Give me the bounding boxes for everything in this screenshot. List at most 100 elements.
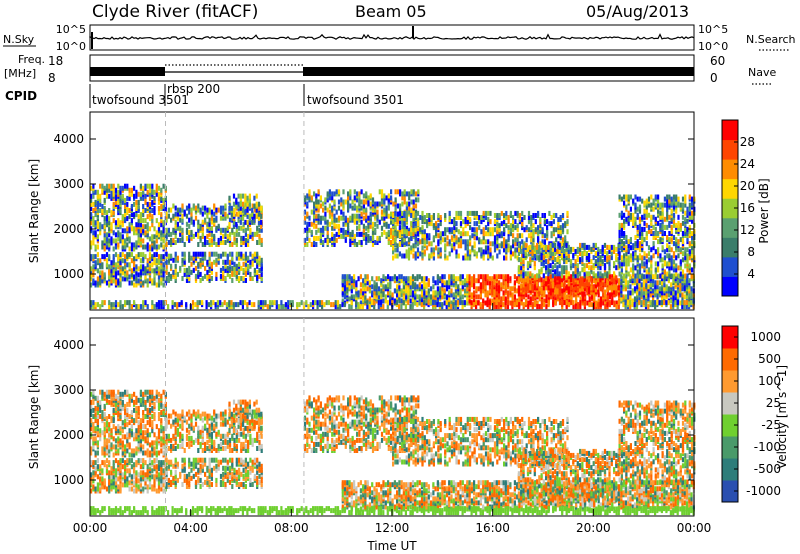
power-cell <box>398 225 401 231</box>
power-cell <box>670 255 673 261</box>
power-cell <box>516 227 519 233</box>
power-cell <box>224 276 227 281</box>
power-cell <box>491 298 494 304</box>
power-cell <box>349 195 352 201</box>
power-cell <box>525 225 528 231</box>
power-cell <box>403 229 406 235</box>
power-cell <box>232 211 236 217</box>
power-cell <box>119 260 122 266</box>
power-cell <box>531 288 535 294</box>
power-cell <box>108 242 111 248</box>
nsearch-tick-top: 10^5 <box>698 23 728 36</box>
power-cell <box>540 277 543 283</box>
power-cell <box>414 213 417 218</box>
power-cell <box>353 195 356 201</box>
power-cell <box>92 254 95 260</box>
power-cell <box>534 219 537 225</box>
nave-tick-top: 60 <box>710 54 725 68</box>
power-cell <box>636 255 639 261</box>
power-cell <box>672 286 675 292</box>
power-cell <box>634 235 637 240</box>
power-cell <box>170 207 173 213</box>
power-cell <box>342 203 345 209</box>
power-cell <box>153 252 156 258</box>
power-cell <box>473 284 476 290</box>
power-cell <box>459 210 463 216</box>
power-cell <box>482 298 485 304</box>
power-cell <box>475 227 478 233</box>
power-cell <box>337 229 341 235</box>
power-cell <box>627 261 630 267</box>
power-cell <box>556 289 559 295</box>
power-cell <box>90 193 93 199</box>
power-cell <box>324 211 327 217</box>
power-cell <box>661 228 664 234</box>
power-cell <box>480 229 483 235</box>
power-cell <box>594 273 597 279</box>
power-cell <box>588 277 591 283</box>
power-cell <box>615 288 618 294</box>
power-cell <box>204 265 207 271</box>
power-cell <box>365 225 368 231</box>
power-cell <box>105 187 109 193</box>
power-cell <box>333 221 336 227</box>
power-cell <box>569 277 573 283</box>
power-cell <box>409 284 412 290</box>
power-cell <box>410 249 413 255</box>
power-cell <box>181 276 184 281</box>
power-cell <box>306 235 309 241</box>
power-cell <box>369 235 372 241</box>
power-cell <box>114 232 118 238</box>
power-cell <box>482 227 485 233</box>
power-cell <box>657 251 660 257</box>
cpid-segment-2: rbsp 200 <box>167 82 220 96</box>
power-cell <box>618 233 621 238</box>
power-cell <box>459 239 463 245</box>
power-cell <box>556 265 559 271</box>
power-cell <box>432 213 435 218</box>
nave-tick-bottom: 0 <box>710 71 718 85</box>
power-cell <box>394 217 397 222</box>
power-cell <box>632 212 635 218</box>
power-cell <box>530 225 533 231</box>
power-cell <box>509 300 512 306</box>
power-cell <box>108 216 111 222</box>
power-cell <box>482 282 485 288</box>
power-cell <box>394 241 397 247</box>
power-cell <box>306 225 309 231</box>
power-cell <box>427 278 430 284</box>
power-cell <box>437 233 440 239</box>
power-cell <box>539 241 542 247</box>
power-cell <box>114 187 118 193</box>
power-cell <box>624 286 627 292</box>
power-cell <box>148 191 152 197</box>
power-cell <box>572 277 575 283</box>
power-cell <box>133 262 136 268</box>
power-cell <box>179 217 182 223</box>
power-cell <box>135 244 138 250</box>
power-cell <box>121 258 124 264</box>
power-cell <box>99 258 102 264</box>
power-cell <box>124 204 127 209</box>
power-cell <box>663 261 666 267</box>
power-cell <box>500 241 503 247</box>
power-cell <box>133 256 136 262</box>
power-cell <box>661 218 664 224</box>
power-cell <box>365 199 368 205</box>
power-cell <box>317 235 320 241</box>
power-cell <box>340 215 343 221</box>
beam-title: Beam 05 <box>355 2 427 21</box>
power-cell <box>426 245 429 251</box>
power-cell <box>491 282 494 288</box>
power-cell <box>455 210 458 216</box>
power-cell <box>556 275 559 281</box>
power-cell <box>643 200 646 206</box>
power-cell <box>380 215 384 221</box>
power-cell <box>610 251 613 256</box>
power-cell <box>407 294 410 300</box>
power-cell <box>194 215 198 221</box>
power-cell <box>691 235 694 240</box>
power-cell <box>672 296 675 302</box>
power-cell <box>645 253 648 259</box>
power-cell <box>459 221 463 227</box>
